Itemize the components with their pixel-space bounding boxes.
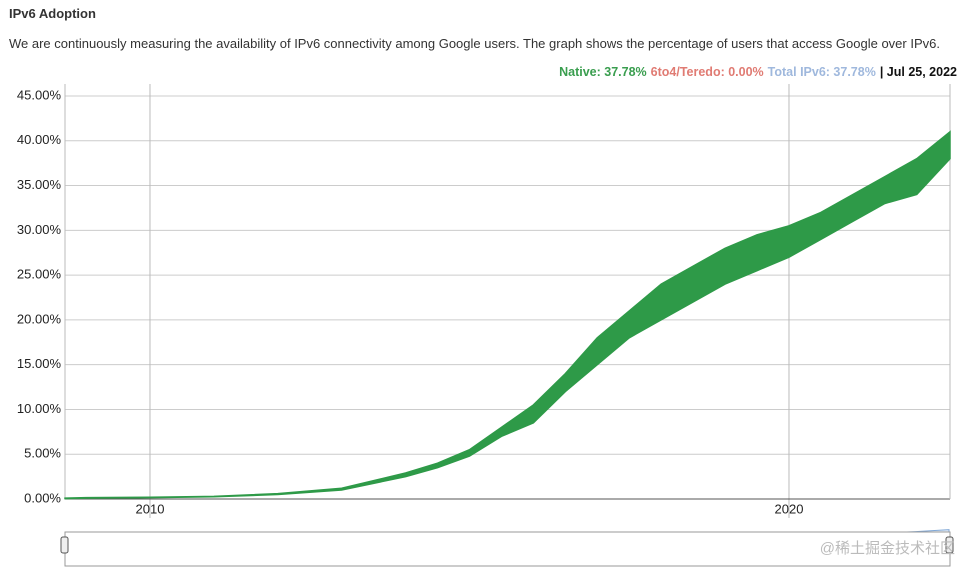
navigator-handle[interactable]: [60, 536, 69, 554]
navigator-handle[interactable]: [945, 536, 954, 554]
x-tick-label: 2020: [775, 501, 804, 516]
legend-entry: Total IPv6: 37.78%: [767, 65, 876, 79]
x-tick-label: 2010: [136, 501, 165, 516]
y-tick-label: 0.00%: [24, 490, 61, 505]
legend-entry: | Jul 25, 2022: [879, 65, 957, 79]
series-band: [64, 130, 951, 500]
y-tick-label: 45.00%: [17, 87, 62, 102]
y-tick-label: 35.00%: [17, 177, 62, 192]
watermark: @稀土掘金技术社区: [820, 540, 955, 557]
y-tick-label: 40.00%: [17, 132, 62, 147]
title: IPv6 Adoption: [9, 6, 96, 21]
description: We are continuously measuring the availa…: [9, 36, 940, 51]
navigator[interactable]: [64, 531, 951, 567]
legend-entry: 6to4/Teredo: 0.00%: [650, 65, 764, 79]
legend: Native: 37.78% 6to4/Teredo: 0.00% Total IP…: [555, 65, 957, 79]
y-tick-label: 5.00%: [24, 446, 61, 461]
legend-entry: Native: 37.78%: [559, 65, 647, 79]
y-tick-label: 15.00%: [17, 356, 62, 371]
y-tick-label: 20.00%: [17, 311, 62, 326]
y-tick-label: 25.00%: [17, 267, 62, 282]
y-tick-label: 10.00%: [17, 401, 62, 416]
y-tick-label: 30.00%: [17, 222, 62, 237]
